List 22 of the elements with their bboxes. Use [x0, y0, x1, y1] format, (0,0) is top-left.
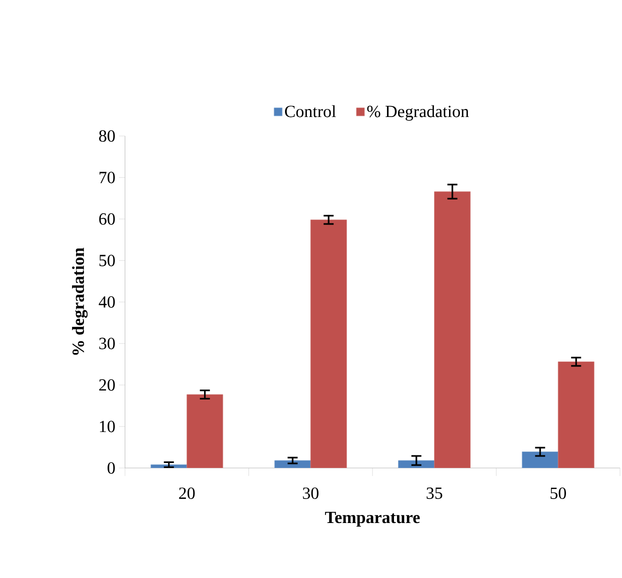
bar — [310, 220, 347, 468]
bar — [522, 452, 558, 468]
y-tick-label: 0 — [108, 462, 115, 474]
legend-label: Control — [285, 105, 336, 118]
x-tick-label: 35 — [426, 488, 442, 499]
y-tick-label: 10 — [100, 420, 115, 432]
bar — [434, 191, 471, 468]
y-tick-label: 70 — [100, 172, 115, 184]
y-tick-label: 30 — [99, 338, 115, 350]
x-axis-title: Temparature — [325, 512, 420, 527]
y-axis-title: % degradation — [72, 248, 88, 355]
y-tick-label: 20 — [99, 379, 115, 391]
y-tick-label: 60 — [99, 213, 115, 225]
bar — [558, 362, 594, 468]
x-tick-label: 50 — [550, 488, 566, 499]
legend-label: % Degradation — [367, 105, 469, 121]
bar — [186, 394, 224, 468]
y-tick-label: 50 — [99, 254, 115, 266]
y-tick-label: 80 — [99, 130, 115, 142]
x-tick-label: 30 — [302, 488, 318, 499]
x-tick-label: 20 — [179, 488, 195, 499]
y-tick-label: 40 — [98, 296, 115, 308]
